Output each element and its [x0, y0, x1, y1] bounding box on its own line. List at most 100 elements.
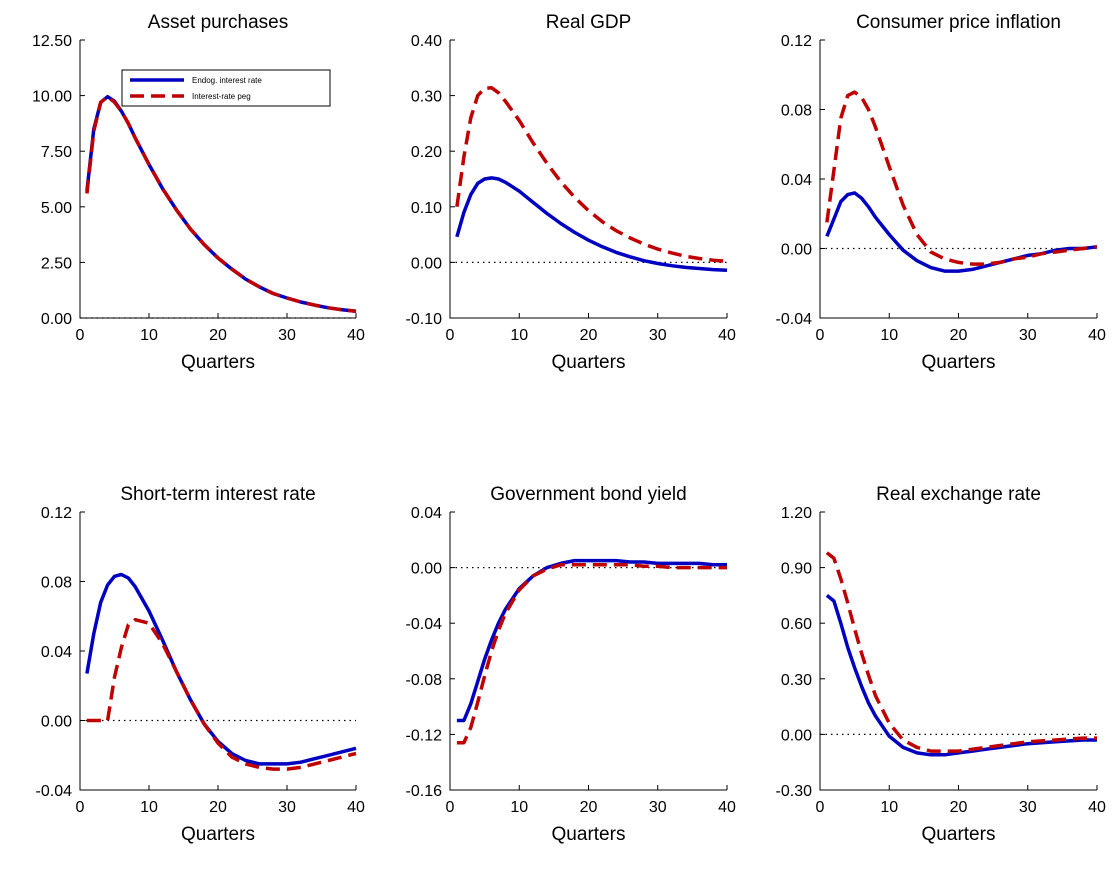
series-line-endog-interest-rate [85, 572, 357, 766]
series-line-endog-interest-rate [456, 558, 727, 723]
x-tick-label: 40 [347, 799, 365, 816]
y-tick-label: 10.00 [32, 89, 72, 106]
x-tick-label: 30 [278, 327, 296, 344]
x-axis-label: Quarters [181, 824, 255, 845]
y-tick-label: 0.04 [411, 505, 442, 522]
series-line-interest-rate-peg [825, 90, 1098, 266]
x-tick-label: 40 [718, 799, 736, 816]
panel-1: Asset purchases 0.00 2.50 5.00 7.50 10.00 12.5… [32, 12, 365, 373]
y-tick-label: 0.00 [41, 714, 72, 731]
x-tick-label: 40 [1088, 799, 1106, 816]
series-line-endog-interest-rate [85, 94, 357, 314]
x-axis-label: Quarters [552, 352, 626, 373]
x-tick-label: 20 [950, 799, 968, 816]
x-axis-label: Quarters [922, 824, 996, 845]
x-tick-label: 10 [880, 799, 898, 816]
y-tick-label: 0.04 [781, 172, 812, 189]
y-tick-label: 0.60 [781, 616, 812, 633]
y-tick-label: -0.08 [406, 672, 443, 689]
x-tick-label: 0 [76, 799, 85, 816]
panel-6: Real exchange rate -0.30 0.00 0.30 0.60 0.90 1… [776, 484, 1106, 845]
panel-2: Real GDP -0.10 0.00 0.10 0.20 0.30 0.40 0 10 20 30… [406, 12, 736, 373]
legend-label: Interest-rate peg [192, 92, 251, 101]
x-tick-label: 30 [278, 799, 296, 816]
x-tick-label: 10 [880, 327, 898, 344]
axes [819, 40, 1097, 319]
x-tick-label: 0 [446, 799, 455, 816]
y-tick-label: 0.40 [411, 33, 442, 50]
panel-title: Asset purchases [148, 12, 288, 33]
series-line-interest-rate-peg [85, 94, 357, 314]
y-tick-label: 0.30 [781, 672, 812, 689]
y-tick-label: 0.00 [411, 561, 442, 578]
x-tick-label: 10 [140, 327, 158, 344]
x-tick-label: 30 [1019, 799, 1037, 816]
legend: Endog. interest rate Interest-rate peg [121, 69, 331, 107]
x-tick-label: 20 [580, 327, 598, 344]
panel-3: Consumer price inflation -0.04 0.00 0.04 0.0… [776, 12, 1106, 373]
legend-box [121, 69, 331, 107]
x-tick-label: 10 [510, 327, 528, 344]
y-tick-label: 0.00 [411, 255, 442, 272]
series-line-interest-rate-peg [825, 551, 1097, 753]
x-tick-label: 20 [950, 327, 968, 344]
y-tick-label: 0.20 [411, 144, 442, 161]
y-tick-label: 0.10 [411, 200, 442, 217]
y-tick-label: -0.04 [36, 783, 73, 800]
x-axis-label: Quarters [552, 824, 626, 845]
y-tick-label: 0.30 [411, 89, 442, 106]
series-line-endog-interest-rate [825, 191, 1098, 273]
x-tick-label: 20 [209, 327, 227, 344]
y-tick-label: -0.16 [406, 783, 443, 800]
y-tick-label: -0.12 [406, 727, 443, 744]
y-tick-label: 7.50 [41, 144, 72, 161]
legend-label: Endog. interest rate [192, 76, 262, 85]
y-tick-label: -0.10 [406, 311, 443, 328]
x-axis-label: Quarters [922, 352, 996, 373]
x-tick-label: 0 [816, 327, 825, 344]
y-tick-label: 5.00 [41, 200, 72, 217]
x-tick-label: 40 [347, 327, 365, 344]
x-tick-label: 10 [140, 799, 158, 816]
x-tick-label: 10 [510, 799, 528, 816]
y-tick-label: 0.00 [41, 311, 72, 328]
panel-title: Real GDP [546, 12, 632, 33]
y-tick-label: 0.00 [781, 727, 812, 744]
panel-title: Real exchange rate [876, 484, 1041, 505]
x-axis-label: Quarters [181, 352, 255, 373]
y-tick-label: 0.08 [781, 103, 812, 120]
y-tick-label: 0.08 [41, 575, 72, 592]
x-tick-label: 30 [649, 327, 667, 344]
series-line-interest-rate-peg [456, 563, 727, 745]
x-tick-label: 20 [209, 799, 227, 816]
x-tick-label: 40 [1088, 327, 1106, 344]
x-tick-label: 20 [580, 799, 598, 816]
y-tick-label: -0.04 [406, 616, 443, 633]
axes [449, 512, 727, 791]
panel-title: Consumer price inflation [856, 12, 1061, 33]
y-tick-label: 0.12 [41, 505, 72, 522]
panel-4: Short-term interest rate -0.04 0.00 0.04 0.0… [36, 484, 365, 845]
x-tick-label: 30 [1019, 327, 1037, 344]
y-tick-label: 0.90 [781, 561, 812, 578]
x-tick-label: 0 [816, 799, 825, 816]
y-tick-label: 0.04 [41, 644, 72, 661]
series-line-endog-interest-rate [455, 176, 728, 272]
y-tick-label: 1.20 [781, 505, 812, 522]
series-line-interest-rate-peg [455, 86, 728, 264]
y-tick-label: 0.12 [781, 33, 812, 50]
panel-5: Government bond yield -0.16 -0.12 -0.08 -0.0… [406, 484, 736, 845]
x-tick-label: 30 [649, 799, 667, 816]
y-tick-label: 2.50 [41, 255, 72, 272]
series-line-interest-rate-peg [86, 617, 357, 771]
y-tick-label: -0.04 [776, 311, 813, 328]
series-line-endog-interest-rate [825, 594, 1097, 757]
y-tick-label: -0.30 [776, 783, 813, 800]
y-tick-label: 0.00 [781, 242, 812, 259]
panel-title: Short-term interest rate [120, 484, 315, 505]
y-tick-label: 12.50 [32, 33, 72, 50]
panel-title: Government bond yield [490, 484, 686, 505]
x-tick-label: 0 [76, 327, 85, 344]
x-tick-label: 40 [718, 327, 736, 344]
